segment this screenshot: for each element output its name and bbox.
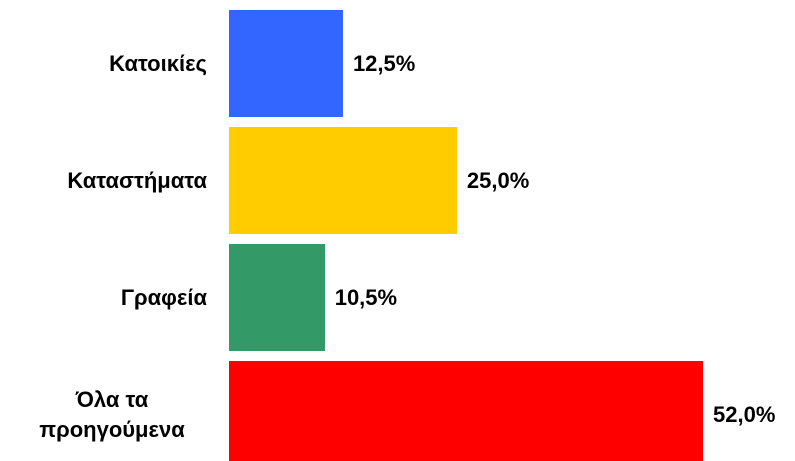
value-label: 12,5%	[352, 50, 416, 76]
category-label-box: Καταστήματα	[0, 127, 207, 234]
category-label-box: Όλα τα προηγούμενα	[0, 361, 207, 461]
category-label: Γραφεία	[120, 284, 207, 310]
category-label: Κατοικίες	[109, 50, 207, 76]
bar	[229, 361, 703, 461]
bar	[229, 10, 343, 117]
bar	[229, 244, 325, 351]
value-label: 10,5%	[334, 284, 398, 310]
value-label: 52,0%	[713, 401, 776, 427]
value-label: 25,0%	[466, 167, 530, 193]
bar	[229, 127, 457, 234]
category-label-box: Γραφεία	[0, 244, 207, 351]
category-label-box: Κατοικίες	[0, 10, 207, 117]
category-label: Όλα τα προηγούμενα	[39, 386, 185, 442]
category-label: Καταστήματα	[67, 167, 207, 193]
